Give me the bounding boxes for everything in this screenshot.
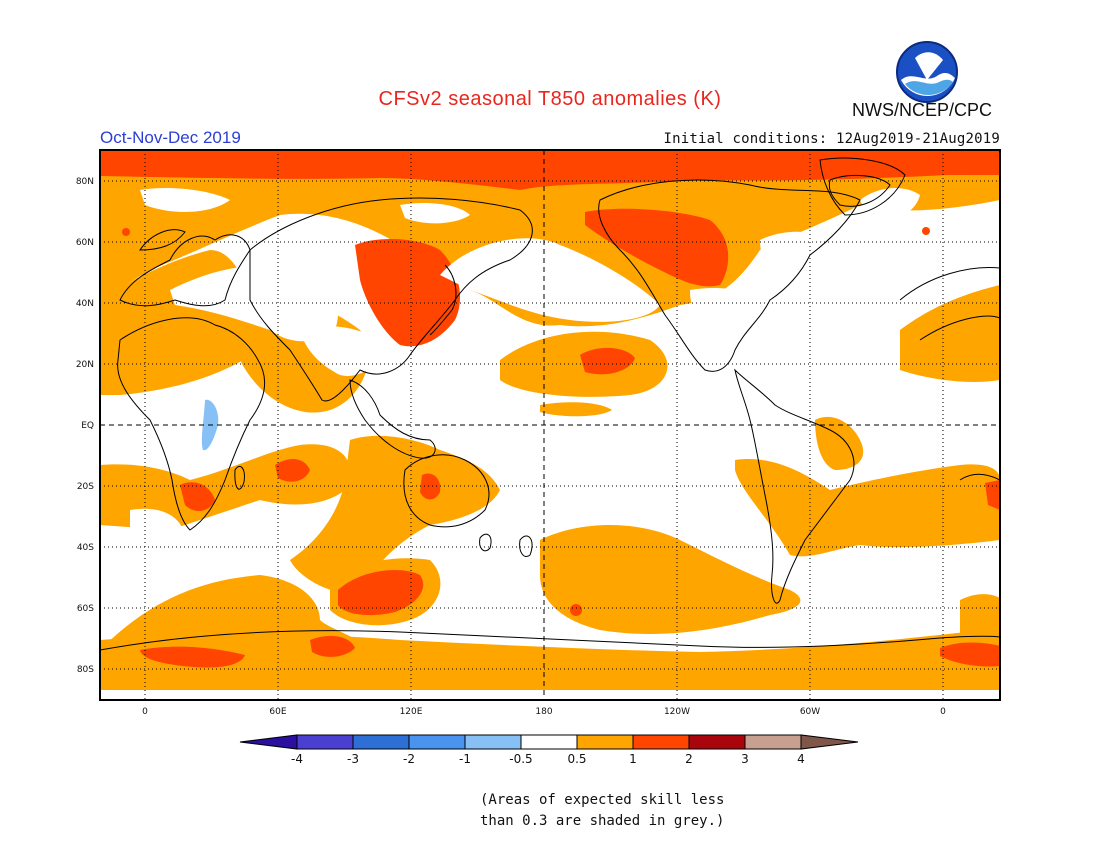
lat-label: 40N: [76, 299, 94, 309]
lat-label: 80N: [76, 177, 94, 187]
lat-label: 80S: [77, 665, 94, 675]
initial-conditions: Initial conditions: 12Aug2019-21Aug2019: [663, 131, 1000, 147]
lat-label: 60S: [77, 604, 94, 614]
colorbar-label: 4: [797, 752, 805, 766]
season-label: Oct-Nov-Dec 2019: [100, 128, 241, 147]
colorbar-label: -4: [291, 752, 303, 766]
colorbar-segment: [632, 734, 690, 750]
equator-and-dateline: [100, 150, 1000, 700]
lon-label: 0: [142, 707, 148, 717]
lat-label: 20S: [77, 482, 94, 492]
colorbar-label: -2: [403, 752, 415, 766]
skill-note-line: than 0.3 are shaded in grey.): [480, 813, 725, 829]
colorbar-segment: [464, 734, 522, 750]
colorbar-label: -3: [347, 752, 359, 766]
colorbar-label: 0.5: [567, 752, 586, 766]
lon-label: 120E: [400, 707, 423, 717]
lon-label: 60E: [269, 707, 286, 717]
colorbar-label: 3: [741, 752, 749, 766]
colorbar-segment: [352, 734, 410, 750]
lon-label: 180: [535, 707, 552, 717]
chart-title: CFSv2 seasonal T850 anomalies (K): [378, 88, 722, 110]
colorbar-label: 1: [629, 752, 637, 766]
colorbar-segment: [576, 734, 634, 750]
colorbar-segment: [239, 734, 298, 750]
lon-label: 0: [940, 707, 946, 717]
colorbar-segment: [688, 734, 746, 750]
latitude-labels: 80N 60N 40N 20N EQ 20S 40S 60S 80S: [76, 177, 94, 675]
longitude-labels: 0 60E 120E 180 120W 60W 0: [142, 707, 946, 717]
anomaly-shading: [100, 150, 1000, 700]
noaa-logo-icon: [896, 41, 958, 103]
colorbar: -4 -3 -2 -1 -0.5 0.5 1 2 3 4: [239, 734, 859, 766]
coastlines: [100, 157, 1000, 651]
lat-label: EQ: [81, 421, 94, 431]
colorbar-segment: [800, 734, 859, 750]
colorbar-label: 2: [685, 752, 693, 766]
lat-label: 40S: [77, 543, 94, 553]
lat-label: 60N: [76, 238, 94, 248]
agency-label: NWS/NCEP/CPC: [852, 100, 993, 120]
colorbar-segment: [296, 734, 354, 750]
colorbar-label: -0.5: [509, 752, 532, 766]
map-frame: [99, 149, 1001, 701]
colorbar-segment: [520, 734, 578, 750]
lon-label: 120W: [664, 707, 690, 717]
colorbar-label: -1: [459, 752, 471, 766]
lat-label: 20N: [76, 360, 94, 370]
skill-note-line: (Areas of expected skill less: [480, 792, 725, 808]
skill-note: (Areas of expected skill less than 0.3 a…: [480, 790, 724, 832]
colorbar-segment: [744, 734, 802, 750]
lon-label: 60W: [800, 707, 820, 717]
colorbar-segment: [408, 734, 466, 750]
